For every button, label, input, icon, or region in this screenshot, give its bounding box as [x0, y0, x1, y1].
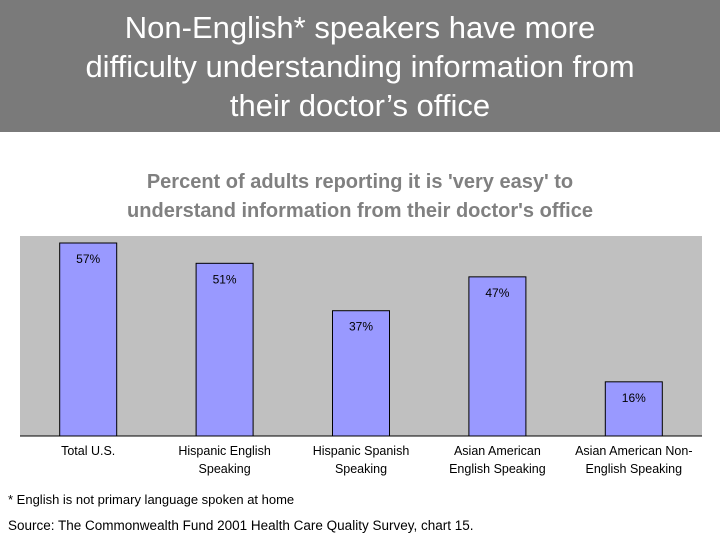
data-label-2: 51% — [213, 272, 237, 286]
bar-5 — [604, 381, 663, 437]
labels-group: 57% Total U.S. 51% Hispanic English Speaking… — [61, 252, 692, 476]
category-label-3-line-1: Hispanic Spanish — [313, 444, 410, 458]
category-label-2-line-1: Hispanic English — [178, 444, 270, 458]
category-label-2-line-2: Speaking — [199, 462, 251, 476]
data-label-4: 47% — [485, 286, 509, 300]
slide-title-line-3: their doctor’s office — [229, 87, 491, 123]
category-label-1-line-1: Total U.S. — [61, 444, 115, 458]
data-label-3: 37% — [349, 320, 373, 334]
category-label-5-line-1: Asian American Non- — [575, 444, 692, 458]
bar-1 — [59, 242, 118, 437]
bar-3 — [332, 310, 390, 437]
slide-header: Non-English* speakers have more difficul… — [0, 0, 720, 132]
data-label-1: 57% — [76, 252, 100, 266]
category-label-3-line-2: Speaking — [335, 462, 387, 476]
bar-2 — [195, 262, 254, 437]
bars-group — [59, 242, 663, 437]
category-label-5-line-2: English Speaking — [585, 462, 682, 476]
source-note: Source: The Commonwealth Fund 2001 Healt… — [8, 518, 474, 533]
data-label-5: 16% — [622, 391, 646, 405]
footnote: * English is not primary language spoken… — [8, 492, 295, 507]
category-label-4-line-1: Asian American — [454, 444, 541, 458]
bar-4 — [468, 276, 527, 437]
chart-title-line-1: Percent of adults reporting it is 'very … — [146, 171, 574, 193]
slide-title: Non-English* speakers have more difficul… — [4, 8, 716, 125]
slide-title-line-2: difficulty understanding information fro… — [85, 48, 635, 84]
category-label-4-line-2: English Speaking — [449, 462, 546, 476]
slide-title-line-1: Non-English* speakers have more — [124, 9, 596, 45]
chart-title-line-2: understand information from their doctor… — [127, 200, 593, 222]
chart-title: Percent of adults reporting it is 'very … — [40, 168, 680, 226]
